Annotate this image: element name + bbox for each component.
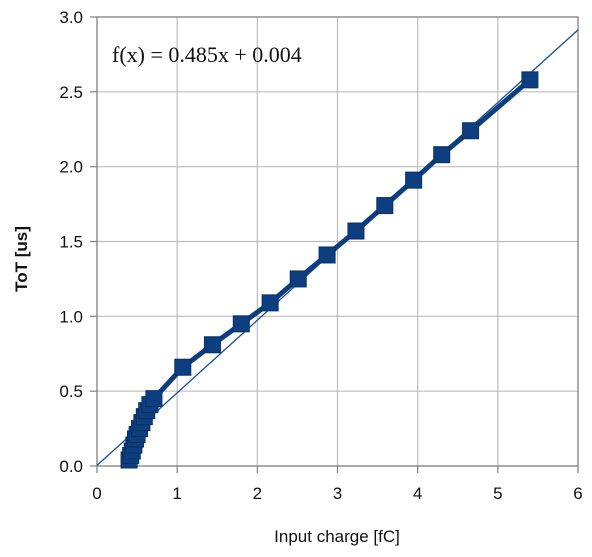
data-point-0-20 — [405, 171, 423, 189]
grid-lines — [96, 16, 579, 467]
x-tick-label-5: 5 — [493, 484, 502, 503]
data-point-0-17 — [318, 246, 336, 264]
data-point-0-21 — [433, 146, 451, 164]
data-point-0-12 — [174, 358, 192, 376]
data-point-0-18 — [347, 222, 365, 240]
y-tick-label-4: 2.0 — [59, 158, 83, 177]
data-point-0-11 — [145, 390, 163, 408]
x-tick-label-6: 6 — [573, 484, 582, 503]
series-layer — [120, 71, 539, 469]
y-tick-label-3: 1.5 — [59, 233, 83, 252]
data-point-0-19 — [376, 197, 394, 215]
y-tick-label-5: 2.5 — [59, 83, 83, 102]
x-tick-label-0: 0 — [92, 484, 101, 503]
x-tick-label-4: 4 — [413, 484, 422, 503]
y-tick-label-0: 0.0 — [59, 457, 83, 476]
data-point-0-14 — [232, 315, 250, 333]
x-axis-title: Input charge [fC] — [274, 527, 400, 546]
tick-labels: 0 1 2 3 4 5 6 0.0 0.5 1.0 1.5 2.0 2.5 3.0 — [59, 8, 582, 503]
data-point-0-23 — [521, 71, 539, 89]
data-point-0-13 — [203, 336, 221, 354]
y-tick-label-6: 3.0 — [59, 8, 83, 27]
data-point-0-15 — [261, 294, 279, 312]
y-tick-label-2: 1.0 — [59, 307, 83, 326]
x-tick-label-1: 1 — [172, 484, 181, 503]
data-point-0-16 — [289, 270, 307, 288]
y-axis-title: ToT [us] — [12, 226, 31, 292]
data-point-0-22 — [462, 122, 480, 140]
fit-equation: f(x) = 0.485x + 0.004 — [112, 42, 302, 67]
x-tick-label-2: 2 — [253, 484, 262, 503]
y-tick-label-1: 0.5 — [59, 382, 83, 401]
x-tick-label-3: 3 — [333, 484, 342, 503]
